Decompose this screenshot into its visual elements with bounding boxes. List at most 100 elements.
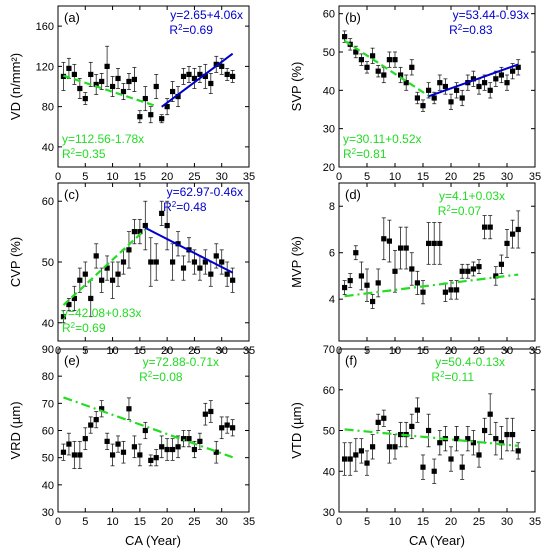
data-point xyxy=(470,440,476,446)
fit-r-squared: R2=0.11 xyxy=(431,370,474,385)
panel-label: (b) xyxy=(345,10,361,25)
data-point xyxy=(437,240,443,247)
data-point xyxy=(148,112,154,118)
y-tick-label: 80 xyxy=(42,371,54,383)
data-point xyxy=(93,253,99,259)
data-point xyxy=(82,436,88,442)
data-point xyxy=(353,250,359,256)
y-tick-label: 50 xyxy=(42,257,54,269)
y-axis-label: VRD (µm) xyxy=(8,401,23,459)
data-point xyxy=(487,224,493,230)
data-point xyxy=(148,457,154,463)
data-point xyxy=(476,83,482,90)
data-point xyxy=(153,259,159,265)
fit-equation: y=50.4-0.13x xyxy=(435,355,505,369)
data-point xyxy=(403,245,409,251)
fit-r-squared: R2=0.08 xyxy=(139,370,183,385)
fit-equation: y=30.11+0.52x xyxy=(343,132,422,146)
data-point xyxy=(342,456,348,462)
data-point xyxy=(142,427,148,434)
x-tick-label: 30 xyxy=(501,516,513,528)
data-point xyxy=(431,468,437,474)
data-point xyxy=(180,436,187,442)
y-axis-label: SVP (%) xyxy=(289,62,304,112)
data-point xyxy=(99,277,105,283)
x-tick-label: 35 xyxy=(243,516,255,528)
data-point xyxy=(426,427,432,434)
fit-r-squared: R2=0.48 xyxy=(163,200,207,215)
data-point xyxy=(88,295,94,302)
y-tick-label: 4 xyxy=(329,294,335,306)
plot-frame xyxy=(338,182,536,342)
x-axis-label-left: CA (Year) xyxy=(125,533,181,548)
y-tick-label: 50 xyxy=(323,426,335,438)
x-tick-label: 30 xyxy=(216,516,228,528)
data-point xyxy=(465,268,471,274)
data-point xyxy=(498,261,504,267)
data-point xyxy=(498,72,504,78)
data-point xyxy=(159,210,165,216)
x-tick-label: 0 xyxy=(55,171,61,183)
data-point xyxy=(115,271,121,277)
data-point xyxy=(191,259,198,265)
data-point xyxy=(104,63,110,69)
x-tick-label: 30 xyxy=(501,171,513,183)
x-tick-label: 25 xyxy=(188,516,200,528)
data-point xyxy=(219,425,225,431)
data-point xyxy=(66,65,72,71)
data-point xyxy=(164,446,170,453)
data-point xyxy=(213,61,219,67)
data-point xyxy=(482,427,488,434)
x-tick-label: 5 xyxy=(82,516,88,528)
data-point xyxy=(358,57,364,63)
data-point xyxy=(77,277,83,283)
data-point xyxy=(88,422,94,428)
panel-label: (e) xyxy=(64,353,80,368)
data-point xyxy=(197,438,203,444)
fit-line-green xyxy=(344,273,519,298)
data-point xyxy=(420,464,426,470)
x-tick-label: 0 xyxy=(336,171,342,183)
y-tick-label: 90 xyxy=(42,344,54,356)
data-point xyxy=(213,449,219,455)
data-point xyxy=(219,63,225,69)
fit-line-green xyxy=(344,428,519,447)
x-tick-label: 25 xyxy=(188,171,200,183)
data-point xyxy=(197,71,203,78)
data-point xyxy=(99,406,105,412)
data-point xyxy=(148,259,154,265)
data-point xyxy=(448,456,454,462)
data-point xyxy=(470,76,476,82)
data-point xyxy=(202,73,208,80)
data-point xyxy=(504,240,510,247)
data-point xyxy=(230,425,236,431)
y-tick-label: 60 xyxy=(323,385,335,397)
data-point xyxy=(109,83,116,90)
data-point xyxy=(375,419,381,425)
data-point xyxy=(153,83,159,90)
data-point xyxy=(515,448,521,454)
data-point xyxy=(454,87,460,93)
y-tick-label: 40 xyxy=(323,85,335,97)
data-point xyxy=(454,436,460,442)
data-point xyxy=(137,452,143,458)
fit-line-green xyxy=(63,74,157,108)
fit-equation: y=112.56-1.78x xyxy=(62,132,144,146)
x-tick-label: 0 xyxy=(336,516,342,528)
data-point xyxy=(213,253,219,259)
data-point xyxy=(431,240,437,247)
y-tick-label: 40 xyxy=(42,480,54,492)
x-tick-label: 10 xyxy=(389,171,401,183)
y-tick-label: 160 xyxy=(36,21,54,33)
data-point xyxy=(398,431,404,438)
data-point xyxy=(487,87,493,93)
data-point xyxy=(370,444,376,450)
x-tick-label: 10 xyxy=(106,171,118,183)
data-point xyxy=(115,75,121,82)
data-point xyxy=(142,95,148,102)
fit-r-squared: R2=0.69 xyxy=(169,23,213,38)
data-point xyxy=(358,273,364,279)
data-point xyxy=(131,76,137,83)
x-tick-label: 10 xyxy=(106,516,118,528)
